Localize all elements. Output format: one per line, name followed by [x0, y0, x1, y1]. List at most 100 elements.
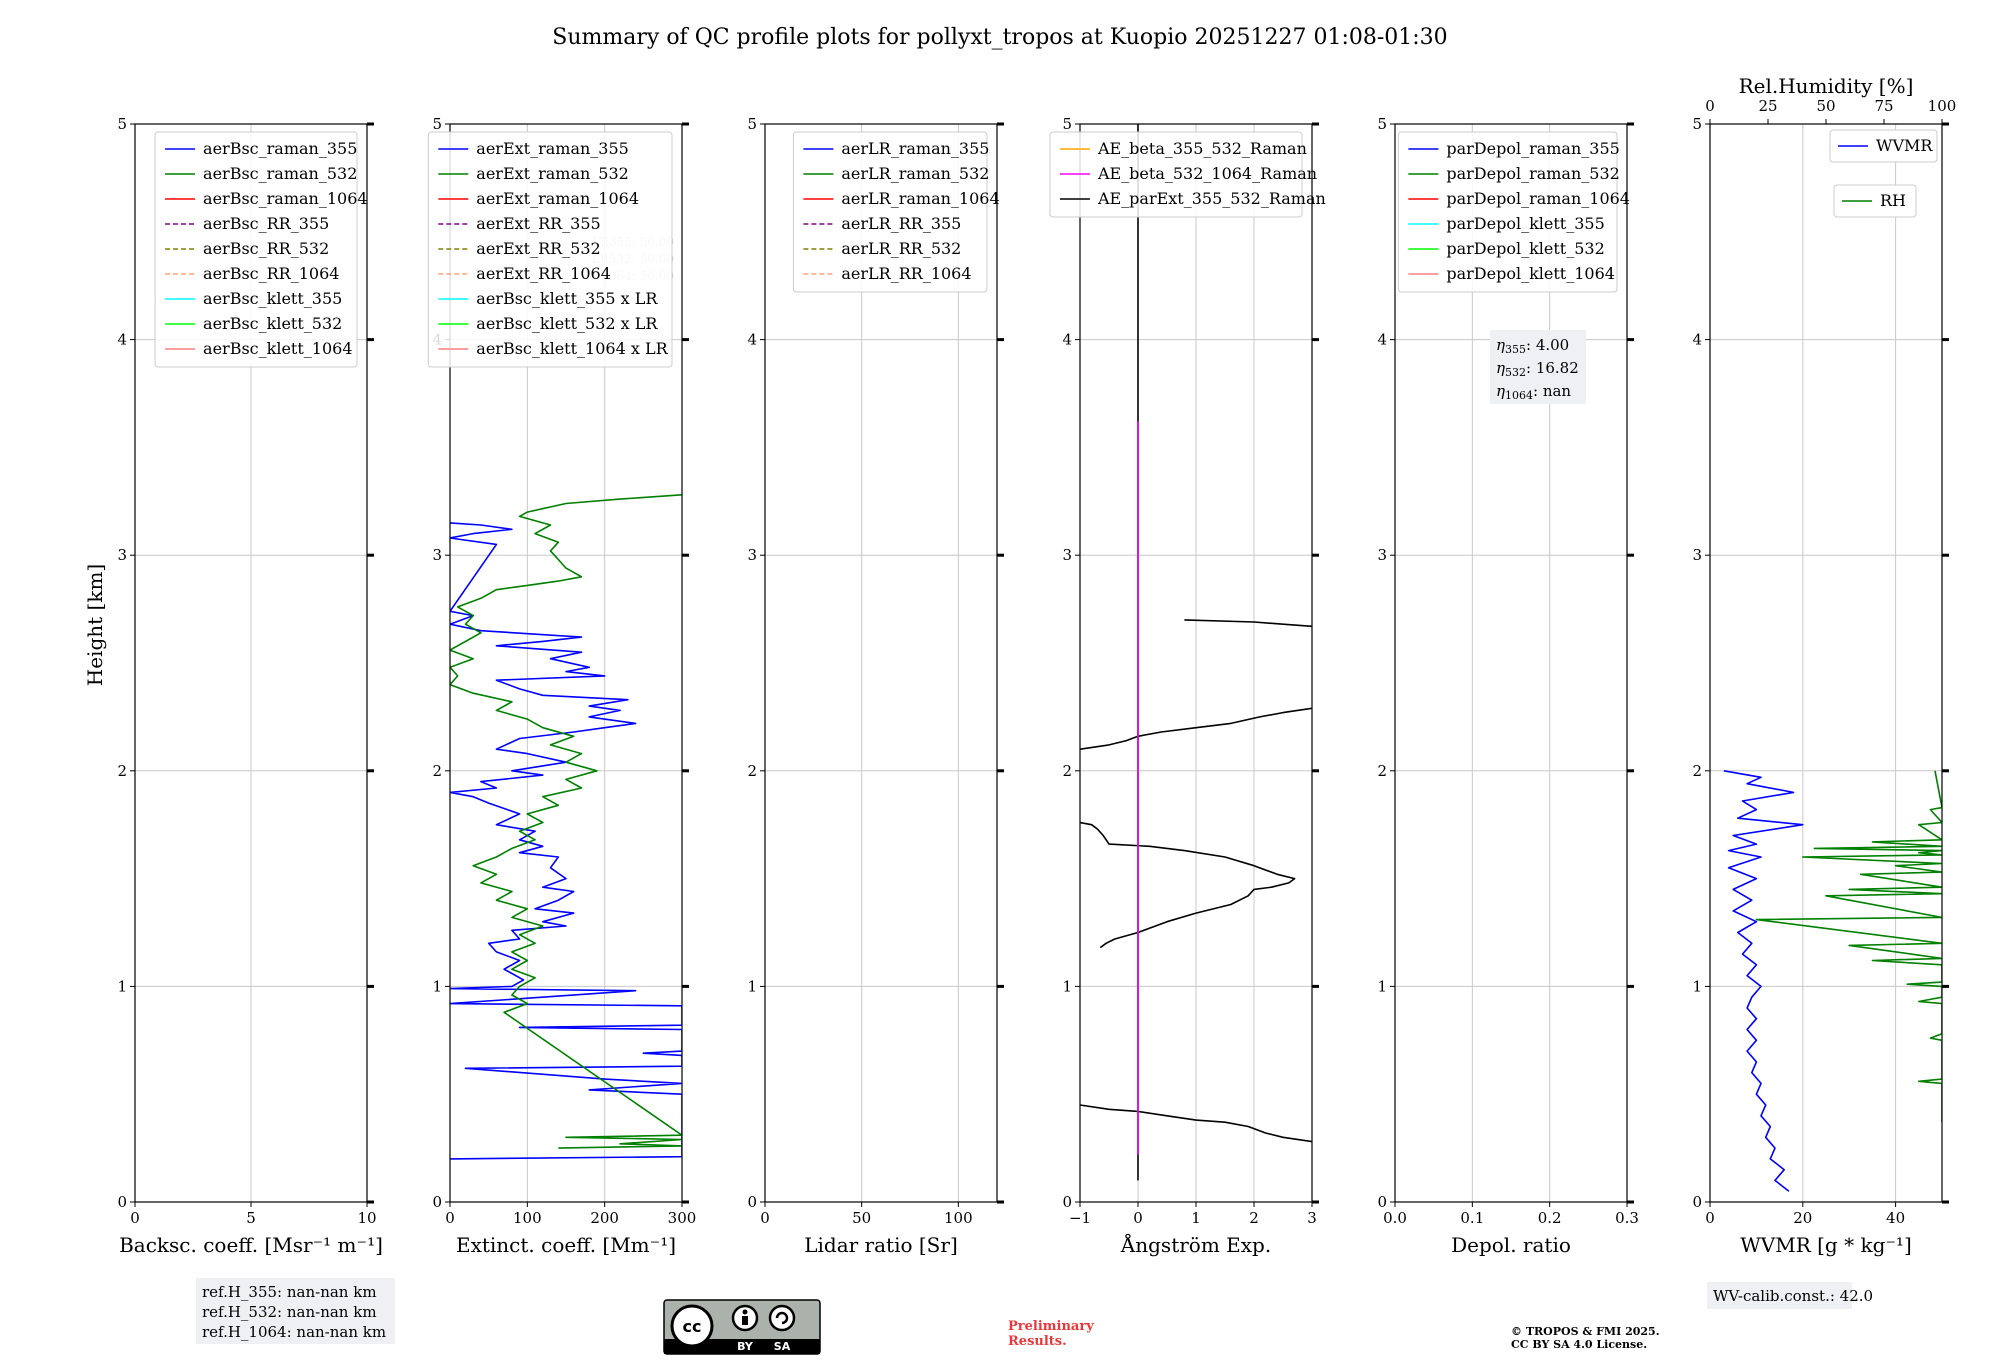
- legend: parDepol_raman_355 parDepol_raman_532 parD…: [1397, 131, 1630, 293]
- panel-lr: 0 50 100 0 1 2 3 4 5 Lidar ratio [Sr] aerLR_raman_…: [747, 115, 1004, 1257]
- legend-entry-label: aerExt_RR_532: [476, 239, 600, 258]
- legend-entry-label: aerLR_RR_1064: [841, 264, 971, 283]
- eta-value: η532: 16.82: [1496, 359, 1579, 379]
- y-tick-label: 5: [747, 115, 757, 133]
- legend-entry-label: aerExt_raman_1064: [476, 189, 639, 208]
- cc-text: cc: [683, 1317, 702, 1336]
- x-tick-label: 0.3: [1615, 1209, 1639, 1227]
- panel-wv: 0 20 40 0 1 2 3 4 5 WVMR [g * kg⁻¹] 0 25 50 75 100 Rel.…: [1692, 74, 1956, 1257]
- legend-entry-label: aerBsc_klett_1064 x LR: [476, 339, 668, 358]
- eta-value: η355: 4.00: [1496, 336, 1569, 356]
- legend-entry-label: aerExt_RR_355: [476, 214, 600, 233]
- wv-calib-text: WV-calib.const.: 42.0: [1713, 1287, 1873, 1305]
- legend-frame: [792, 131, 988, 293]
- series-line-WVMR: [1723, 770, 1804, 1192]
- legend-entry-label: aerBsc_RR_532: [203, 239, 329, 258]
- series-group: [1723, 770, 1942, 1192]
- refh-line: ref.H_1064: nan-nan km: [202, 1323, 386, 1341]
- y-tick-label: 5: [1692, 115, 1702, 133]
- series-line-AE_parExt_355_532_Raman: [1184, 619, 1312, 628]
- y-tick-label: 1: [1377, 977, 1387, 995]
- legend: WVMR: [1829, 129, 1938, 163]
- x-tick-label: 10: [357, 1209, 376, 1227]
- y-axis-label: Height [km]: [83, 564, 107, 686]
- x-axis-label: Lidar ratio [Sr]: [804, 1233, 958, 1257]
- refh-line: ref.H_355: nan-nan km: [202, 1283, 377, 1301]
- y-tick-label: 4: [1692, 331, 1702, 349]
- top-axis-label: Rel.Humidity [%]: [1739, 74, 1914, 98]
- legend-entry-label: aerBsc_RR_1064: [203, 264, 339, 283]
- y-tick-label: 4: [1062, 331, 1072, 349]
- legend-entry-label: AE_beta_532_1064_Raman: [1097, 164, 1317, 183]
- legend-frame: [1397, 131, 1618, 293]
- y-tick-label: 3: [747, 546, 757, 564]
- legend-entry-label: aerExt_raman_355: [476, 139, 629, 158]
- y-tick-label: 1: [1062, 977, 1072, 995]
- svg-text:CC BY SA 4.0 License.: CC BY SA 4.0 License.: [1511, 1338, 1647, 1351]
- legend: AE_beta_355_532_Raman AE_beta_532_1064_Ra…: [1049, 131, 1326, 218]
- y-tick-label: 1: [432, 977, 442, 995]
- x-tick-label: 200: [590, 1209, 619, 1227]
- legend-frame: [427, 131, 673, 368]
- x-tick-label: 0: [1133, 1209, 1143, 1227]
- y-tick-label: 5: [1377, 115, 1387, 133]
- legend-entry-label: aerBsc_klett_532 x LR: [476, 314, 658, 333]
- legend-entry-label: aerLR_raman_355: [841, 139, 989, 158]
- x-tick-label: 0.2: [1538, 1209, 1562, 1227]
- eta-box: η355: 4.00 η532: 16.82 η1064: nan: [1490, 330, 1586, 404]
- y-tick-label: 3: [1377, 546, 1387, 564]
- legend-entry-label: aerLR_RR_355: [841, 214, 961, 233]
- legend-entry-label: aerBsc_klett_355 x LR: [476, 289, 658, 308]
- y-tick-label: 4: [747, 331, 757, 349]
- cc-icon: [670, 1304, 714, 1348]
- series-group: [1080, 124, 1312, 1181]
- y-tick-label: 0: [1062, 1193, 1072, 1211]
- x-axis-label: Backsc. coeff. [Msr⁻¹ m⁻¹]: [119, 1233, 383, 1257]
- svg-text:© TROPOS & FMI 2025.: © TROPOS & FMI 2025.: [1511, 1325, 1660, 1338]
- legend: aerExt_raman_355 aerExt_raman_532 aerExt_r…: [427, 131, 673, 368]
- y-tick-label: 0: [432, 1193, 442, 1211]
- x-tick-label: 40: [1886, 1209, 1905, 1227]
- eta-box-background: [1490, 330, 1586, 404]
- x-tick-label: 0: [1705, 1209, 1715, 1227]
- y-tick-label: 2: [1062, 762, 1072, 780]
- x-axis-label: WVMR [g * kg⁻¹]: [1740, 1233, 1912, 1257]
- legend-entry-label: aerBsc_klett_532: [203, 314, 342, 333]
- sa-text: SA: [774, 1340, 791, 1353]
- y-tick-label: 5: [117, 115, 127, 133]
- x-tick-label: 3: [1307, 1209, 1317, 1227]
- cc-license-badge: cc BY SA: [663, 1299, 821, 1355]
- panel-ext: 0100200300012345Extinct. coeff. [Mm⁻¹]LR…: [427, 115, 696, 1257]
- x-tick-label: 0: [130, 1209, 140, 1227]
- x-tick-label: 100: [513, 1209, 542, 1227]
- by-text: BY: [737, 1340, 754, 1353]
- x-tick-label: −1: [1069, 1209, 1091, 1227]
- refh-line: ref.H_532: nan-nan km: [202, 1303, 377, 1321]
- y-tick-label: 2: [432, 762, 442, 780]
- legend-entry-label: parDepol_raman_532: [1446, 164, 1619, 183]
- legend-frame: [154, 131, 358, 368]
- x-tick-label: 5: [246, 1209, 256, 1227]
- y-tick-label: 1: [747, 977, 757, 995]
- y-tick-label: 3: [1062, 546, 1072, 564]
- legend-entry-label: aerBsc_raman_355: [203, 139, 357, 158]
- y-tick-label: 4: [117, 331, 127, 349]
- x-tick-label: 50: [852, 1209, 871, 1227]
- x-tick-label: 0.0: [1383, 1209, 1407, 1227]
- sa-share-icon: [768, 1304, 796, 1332]
- y-tick-label: 1: [1692, 977, 1702, 995]
- wv-calib-box: WV-calib.const.: 42.0: [1707, 1282, 1873, 1309]
- legend-entry-label: AE_parExt_355_532_Raman: [1097, 189, 1326, 208]
- legend-entry-label: aerBsc_raman_532: [203, 164, 357, 183]
- y-tick-label: 2: [117, 762, 127, 780]
- preliminary-notice: Preliminary Results.: [1008, 1319, 1094, 1349]
- x-tick-label: 0: [760, 1209, 770, 1227]
- x-tick-label: 100: [944, 1209, 973, 1227]
- y-tick-label: 3: [1692, 546, 1702, 564]
- y-tick-label: 0: [747, 1193, 757, 1211]
- legend-entry-label: aerLR_raman_1064: [841, 189, 999, 208]
- series-line-aerExt_raman_355: [450, 522, 682, 1160]
- legend-entry-label: aerBsc_klett_1064: [203, 339, 352, 358]
